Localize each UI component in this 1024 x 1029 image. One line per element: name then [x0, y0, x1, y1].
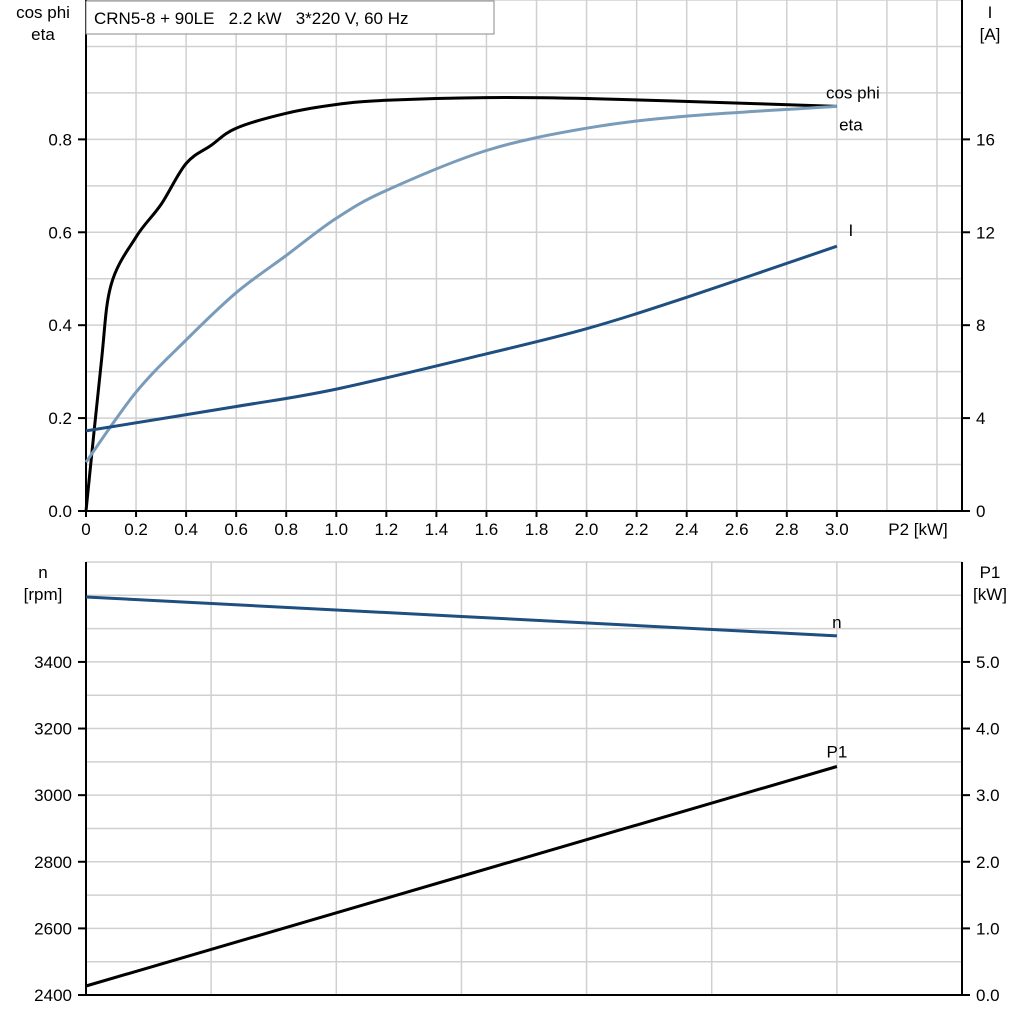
y-left-tick-label: 2800: [34, 853, 72, 872]
chart-title: CRN5-8 + 90LE 2.2 kW 3*220 V, 60 Hz: [94, 9, 409, 28]
x-tick-label: 1.4: [425, 520, 449, 539]
y-right-tick-label: 4.0: [976, 720, 1000, 739]
x-tick-label: 2.0: [575, 520, 599, 539]
y-left-tick-label: 0.2: [48, 409, 72, 428]
y-left-axis-label: eta: [31, 25, 55, 44]
x-tick-label: 0: [81, 520, 90, 539]
series-label-eta: eta: [839, 115, 863, 134]
x-tick-label: 2.8: [775, 520, 799, 539]
y-left-axis-label: cos phi: [16, 3, 70, 22]
title-box: [85, 0, 495, 35]
x-tick-label: 1.0: [324, 520, 348, 539]
x-tick-label: 3.0: [825, 520, 849, 539]
y-left-tick-label: 0.4: [48, 316, 72, 335]
y-right-tick-label: 2.0: [976, 853, 1000, 872]
y-right-tick-label: 8: [976, 316, 985, 335]
series-label-I: I: [849, 221, 854, 240]
y-right-tick-label: 3.0: [976, 786, 1000, 805]
y-left-tick-label: 3000: [34, 786, 72, 805]
x-tick-label: 1.2: [375, 520, 399, 539]
x-tick-label: 2.2: [625, 520, 649, 539]
y-right-axis-label: [A]: [980, 25, 1001, 44]
series-label-n: n: [832, 613, 841, 632]
y-right-tick-label: 12: [976, 223, 995, 242]
y-right-tick-label: 1.0: [976, 919, 1000, 938]
y-left-tick-label: 0.8: [48, 130, 72, 149]
series-label-P1: P1: [827, 743, 848, 762]
series-line-I: [85, 244, 838, 433]
y-left-tick-label: 3400: [34, 653, 72, 672]
x-tick-label: 2.6: [725, 520, 749, 539]
x-tick-label: 0.4: [174, 520, 198, 539]
y-left-tick-label: 3200: [34, 720, 72, 739]
x-axis-label: P2 [kW]: [888, 520, 948, 539]
series-line-P1: [85, 765, 838, 988]
y-right-tick-label: 16: [976, 130, 995, 149]
x-tick-label: 1.8: [525, 520, 549, 539]
series-line-cos-phi: [84, 104, 837, 464]
x-tick-label: 1.6: [475, 520, 499, 539]
x-tick-label: 0.2: [124, 520, 148, 539]
series-line-n: [85, 595, 837, 638]
y-right-tick-label: 0.0: [976, 986, 1000, 1005]
y-left-tick-label: 2600: [34, 919, 72, 938]
x-tick-label: 0.6: [224, 520, 248, 539]
series-line-eta: [84, 96, 837, 512]
y-right-tick-label: 0: [976, 502, 985, 521]
y-right-axis-label: [kW]: [973, 585, 1007, 604]
x-tick-label: 2.4: [675, 520, 699, 539]
y-left-tick-label: 0.6: [48, 223, 72, 242]
y-left-axis-label: n: [38, 563, 47, 582]
y-right-tick-label: 5.0: [976, 653, 1000, 672]
y-left-tick-label: 2400: [34, 986, 72, 1005]
y-right-tick-label: 4: [976, 409, 985, 428]
y-left-axis-label: [rpm]: [24, 585, 63, 604]
y-right-axis-label: P1: [980, 563, 1001, 582]
y-left-tick-label: 0.0: [48, 502, 72, 521]
y-right-axis-label: I: [988, 3, 993, 22]
x-tick-label: 0.8: [274, 520, 298, 539]
series-label-cos-phi: cos phi: [826, 83, 880, 102]
